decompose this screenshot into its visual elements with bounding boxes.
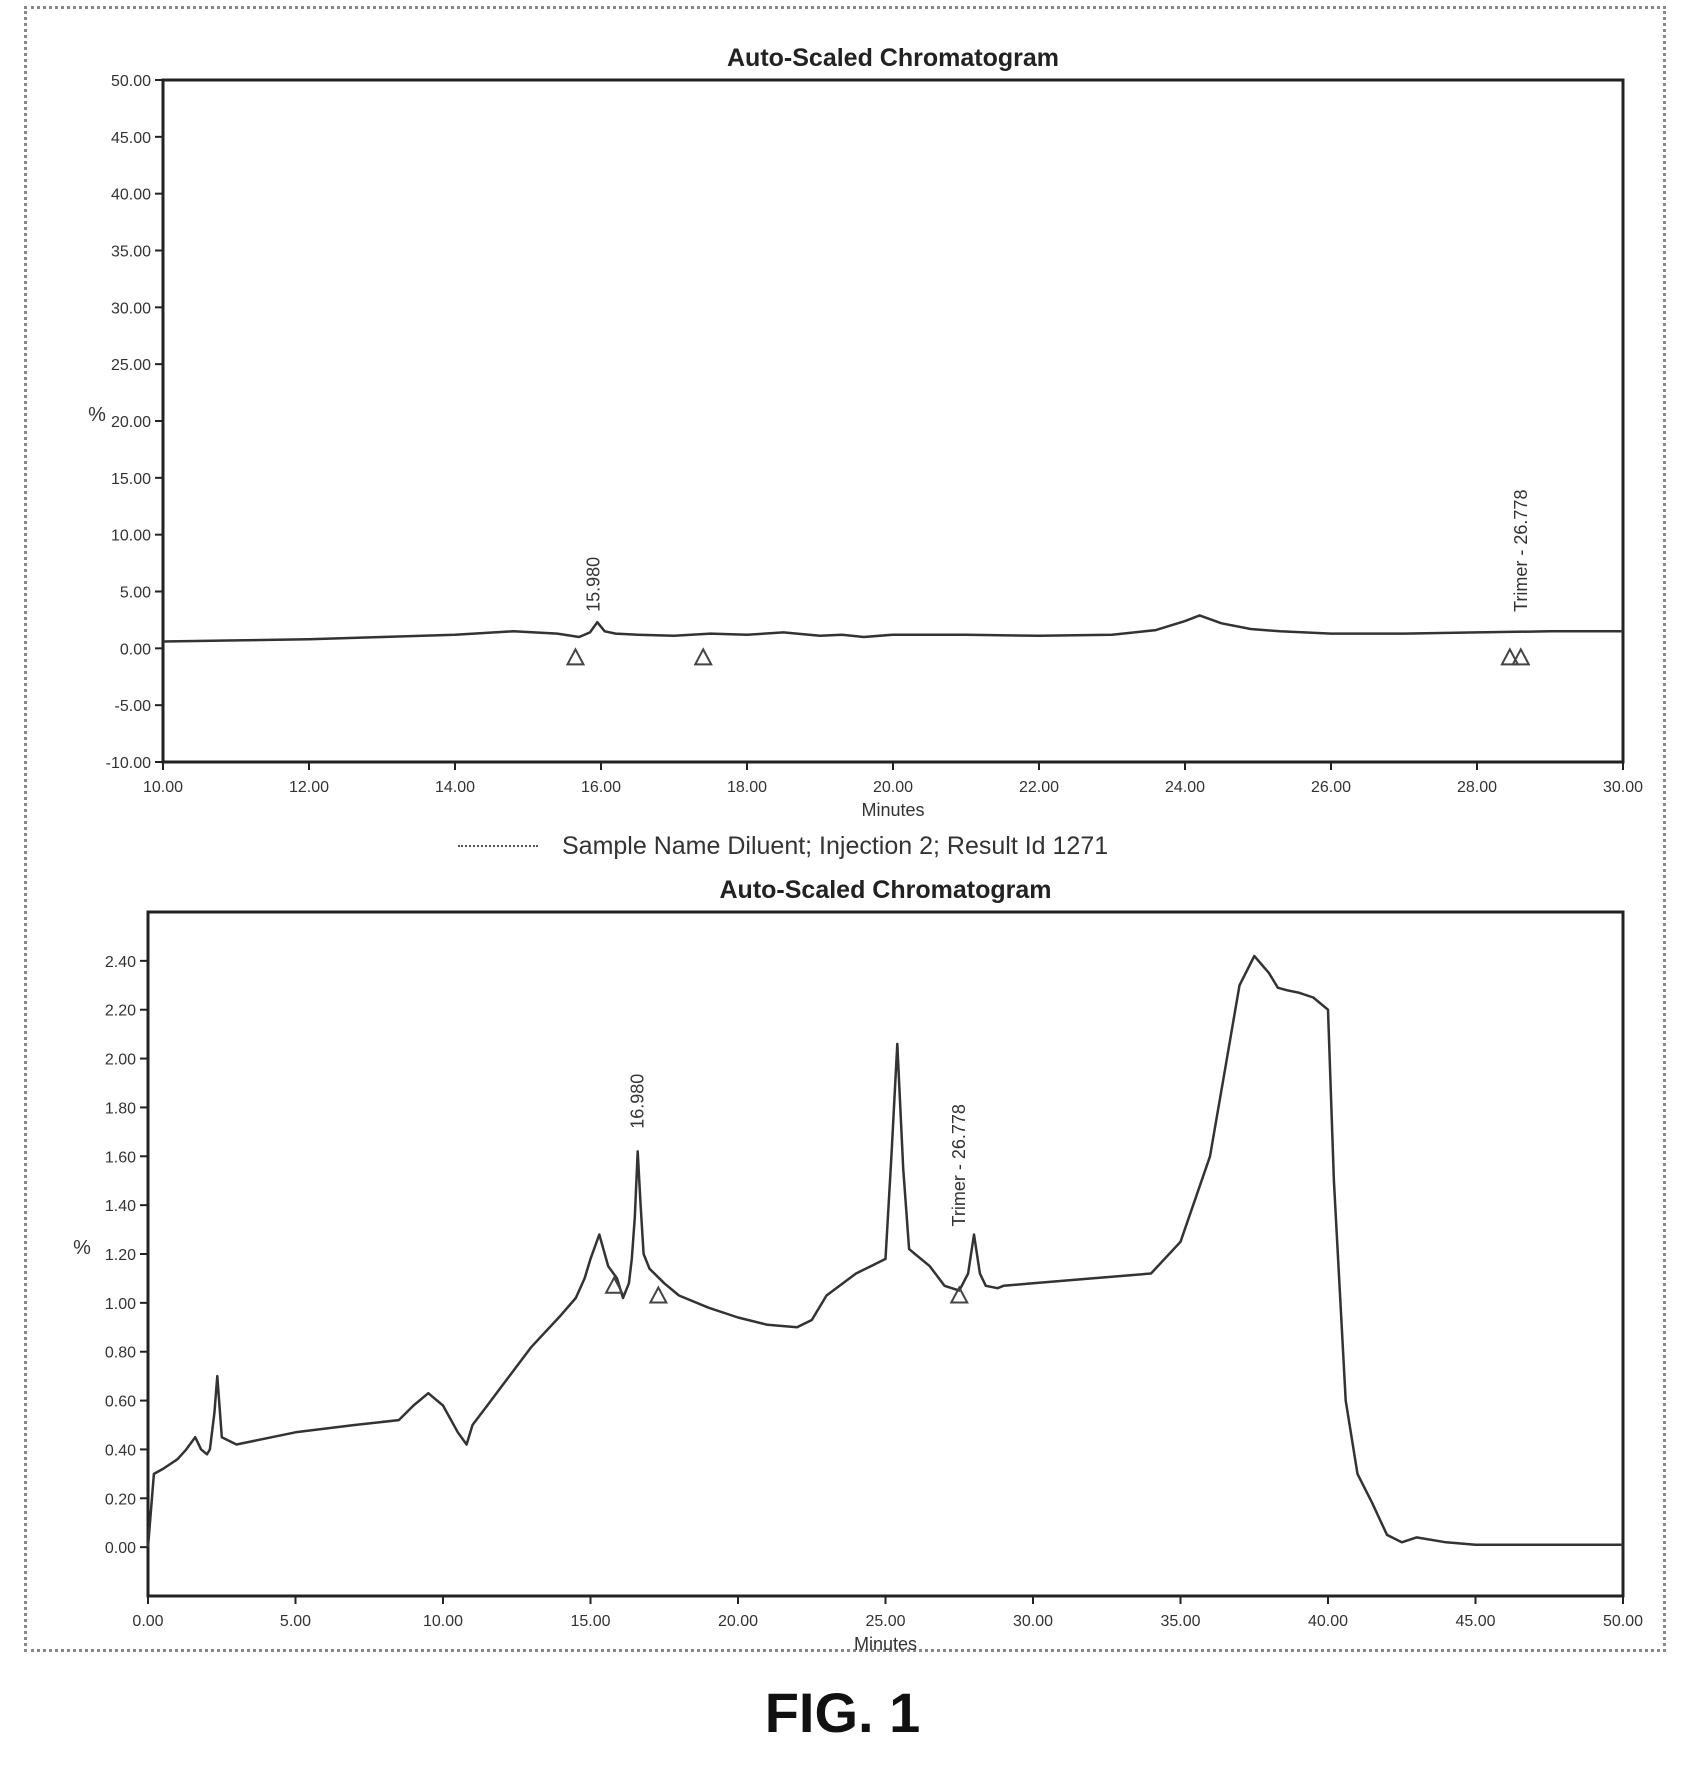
y-tick-label: 0.80	[105, 1345, 136, 1362]
y-tick-label: 10.00	[111, 528, 151, 545]
peak-label: Trimer - 26.778	[949, 1104, 969, 1226]
x-tick-label: 35.00	[1160, 1613, 1200, 1630]
y-tick-label: 1.00	[105, 1296, 136, 1313]
y-tick-label: 30.00	[111, 300, 151, 317]
peak-label: 15.980	[584, 557, 604, 612]
y-tick-label: -10.00	[106, 755, 151, 772]
x-tick-label: 40.00	[1308, 1613, 1348, 1630]
y-tick-label: 0.40	[105, 1442, 136, 1459]
y-tick-label: 2.20	[105, 1003, 136, 1020]
y-tick-label: 35.00	[111, 244, 151, 261]
x-tick-label: 10.00	[423, 1613, 463, 1630]
x-tick-label: 12.00	[289, 779, 329, 796]
peak-marker	[565, 647, 586, 666]
x-axis-label: Minutes	[861, 800, 924, 820]
peak-marker	[1500, 647, 1520, 666]
y-axis-label: %	[88, 404, 106, 426]
x-tick-label: 50.00	[1603, 1613, 1643, 1630]
x-tick-label: 24.00	[1165, 779, 1205, 796]
x-tick-label: 15.00	[570, 1613, 610, 1630]
y-axis-label: %	[73, 1237, 91, 1259]
bottom-chromatogram: Auto-Scaled Chromatogram 0.00 0.20 0.40 0.60…	[73, 876, 1643, 1654]
x-axis-label: Minutes	[854, 1634, 917, 1654]
chart-title: Auto-Scaled Chromatogram	[727, 44, 1059, 72]
y-tick-label: 0.00	[105, 1540, 136, 1557]
x-tick-label: 30.00	[1013, 1613, 1053, 1630]
x-tick-label: 26.00	[1311, 779, 1351, 796]
y-tick-label: 15.00	[111, 471, 151, 488]
x-tick-label: 25.00	[865, 1613, 905, 1630]
figure-caption: FIG. 1	[764, 1681, 921, 1744]
y-tick-label: 1.40	[105, 1198, 136, 1215]
x-tick-label: 45.00	[1455, 1613, 1495, 1630]
chart-title: Auto-Scaled Chromatogram	[720, 876, 1052, 904]
x-tick-label: 22.00	[1019, 779, 1059, 796]
plot-area	[161, 78, 1625, 764]
y-tick-label: 2.40	[105, 954, 136, 971]
top-chromatogram: Auto-Scaled Chromatogram -10.00 -5.00 0.00 5…	[88, 44, 1643, 820]
x-tick-label: 20.00	[718, 1613, 758, 1630]
peak-marker	[648, 1285, 669, 1304]
y-tick-label: 0.20	[105, 1491, 136, 1508]
peak-marker	[693, 647, 713, 666]
y-tick-label: -5.00	[115, 698, 152, 715]
y-tick-label: 50.00	[111, 73, 151, 90]
legend: Sample Name Diluent; Injection 2; Result…	[458, 832, 1108, 860]
x-tick-label: 18.00	[727, 779, 767, 796]
y-tick-label: 0.60	[105, 1394, 136, 1411]
x-tick-label: 20.00	[873, 779, 913, 796]
peak-marker	[604, 1275, 624, 1294]
figure-frame	[24, 6, 1666, 1652]
x-tick-label: 30.00	[1603, 779, 1643, 796]
peak-marker	[1511, 647, 1531, 666]
x-tick-label: 28.00	[1457, 779, 1497, 796]
y-tick-label: 20.00	[111, 414, 151, 431]
y-tick-label: 0.00	[120, 641, 151, 658]
y-tick-label: 1.60	[105, 1149, 136, 1166]
y-tick-label: 1.80	[105, 1100, 136, 1117]
peak-label: Trimer - 26.778	[1511, 490, 1531, 612]
peak-label: 16.980	[628, 1074, 648, 1129]
peak-marker	[949, 1285, 969, 1304]
y-tick-label: 40.00	[111, 187, 151, 204]
x-tick-label: 16.00	[581, 779, 621, 796]
x-tick-label: 10.00	[143, 779, 183, 796]
x-tick-label: 0.00	[132, 1613, 163, 1630]
series-line	[146, 954, 1623, 1548]
y-tick-label: 5.00	[120, 585, 151, 602]
series-line	[162, 614, 1623, 643]
legend-line-swatch	[458, 845, 538, 847]
y-tick-label: 2.00	[105, 1052, 136, 1069]
legend-entry-label: Sample Name Diluent; Injection 2; Result…	[562, 831, 1109, 860]
y-tick-label: 1.20	[105, 1247, 136, 1264]
x-tick-label: 14.00	[435, 779, 475, 796]
y-tick-label: 45.00	[111, 130, 151, 147]
y-tick-label: 25.00	[111, 357, 151, 374]
x-tick-label: 5.00	[280, 1613, 311, 1630]
